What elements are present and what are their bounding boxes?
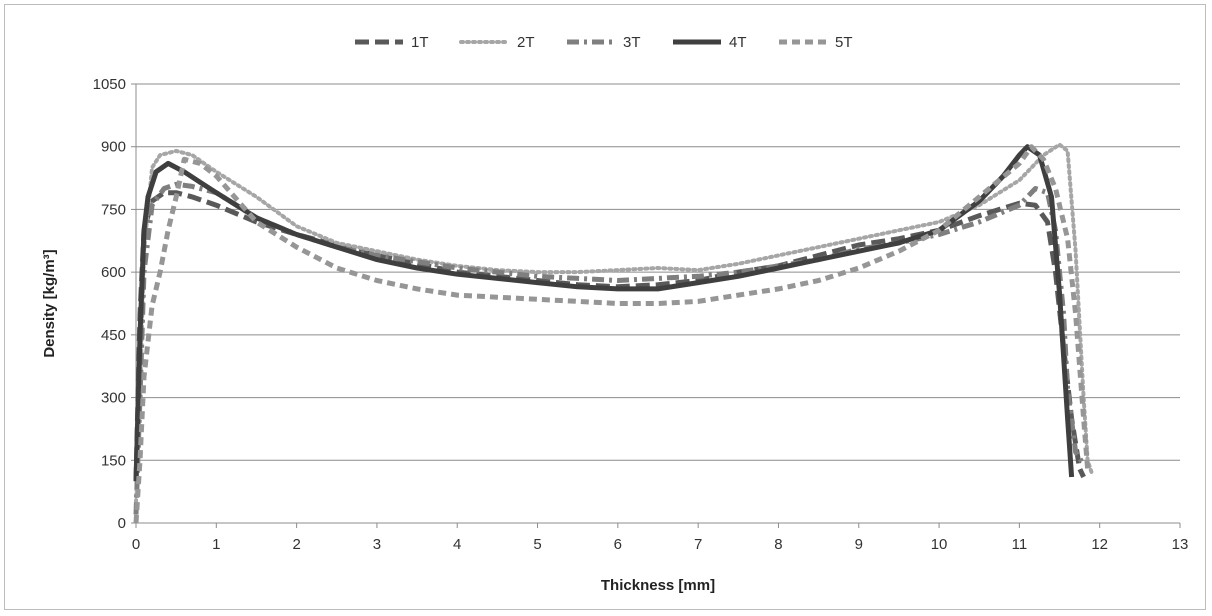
legend-label-5T: 5T <box>835 34 853 51</box>
legend-label-4T: 4T <box>729 34 747 51</box>
y-axis-title: Density [kg/m³] <box>41 249 58 357</box>
x-tick-label-5: 5 <box>533 536 541 553</box>
x-tick-label-6: 6 <box>614 536 622 553</box>
y-tick-label-150: 150 <box>101 452 126 469</box>
legend-label-2T: 2T <box>517 34 535 51</box>
x-tick-labels: 0 1 2 3 4 5 6 7 8 9 10 11 12 13 <box>132 536 1189 553</box>
legend: 1T 2T 3T 4T 5T <box>355 34 853 51</box>
x-tick-label-2: 2 <box>292 536 300 553</box>
x-tick-label-4: 4 <box>453 536 461 553</box>
x-tick-label-3: 3 <box>373 536 381 553</box>
series-lines <box>133 142 1094 524</box>
x-tick-label-10: 10 <box>931 536 948 553</box>
x-axis-title: Thickness [mm] <box>601 577 715 594</box>
legend-label-1T: 1T <box>411 34 429 51</box>
y-tick-label-300: 300 <box>101 390 126 407</box>
y-tick-label-900: 900 <box>101 139 126 156</box>
x-tick-label-12: 12 <box>1091 536 1108 553</box>
legend-label-3T: 3T <box>623 34 641 51</box>
y-tick-label-750: 750 <box>101 201 126 218</box>
y-tick-label-600: 600 <box>101 264 126 281</box>
series-line-4T <box>133 144 1075 482</box>
chart-frame <box>4 4 1206 610</box>
y-tick-label-0: 0 <box>118 515 126 532</box>
y-tick-label-450: 450 <box>101 327 126 344</box>
series-line-5T <box>133 144 1091 524</box>
series-line-3T <box>133 181 1086 515</box>
x-tick-label-0: 0 <box>132 536 140 553</box>
x-tick-label-13: 13 <box>1172 536 1189 553</box>
x-tick-label-7: 7 <box>694 536 702 553</box>
x-tick-label-1: 1 <box>212 536 220 553</box>
x-tick-label-9: 9 <box>855 536 863 553</box>
y-tick-labels: 0 150 300 450 600 750 900 1050 <box>93 76 126 532</box>
x-tick-label-11: 11 <box>1012 536 1028 553</box>
series-line-2T <box>134 142 1094 505</box>
x-tick-label-8: 8 <box>774 536 782 553</box>
gridlines <box>136 83 1180 461</box>
y-tick-label-1050: 1050 <box>93 76 126 93</box>
